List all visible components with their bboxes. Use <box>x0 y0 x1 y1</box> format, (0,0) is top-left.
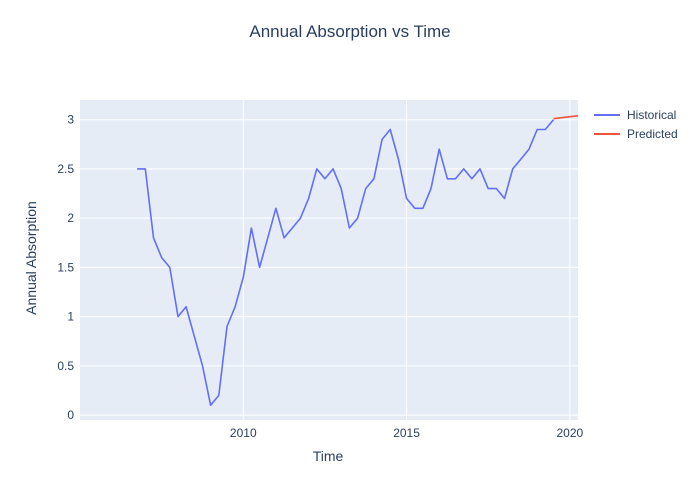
legend-label: Historical <box>627 108 676 122</box>
y-tick-label: 0 <box>67 408 74 422</box>
x-axis-title: Time <box>313 448 344 464</box>
chart-title: Annual Absorption vs Time <box>249 22 450 41</box>
x-tick-label: 2020 <box>556 426 583 440</box>
gridlines <box>80 100 578 420</box>
plot-area <box>80 100 578 420</box>
y-tick-label: 0.5 <box>57 359 74 373</box>
y-tick-label: 1 <box>67 310 74 324</box>
x-axis-ticks: 2010 2015 2020 <box>230 426 584 440</box>
legend-item-historical[interactable]: Historical <box>594 108 676 122</box>
y-axis-ticks: 0 0.5 1 1.5 2 2.5 3 <box>57 113 74 422</box>
x-tick-label: 2015 <box>393 426 420 440</box>
y-tick-label: 2 <box>67 211 74 225</box>
legend[interactable]: Historical Predicted <box>594 108 678 141</box>
x-tick-label: 2010 <box>230 426 257 440</box>
y-tick-label: 3 <box>67 113 74 127</box>
series-line-historical <box>137 119 555 407</box>
series-lines <box>137 115 579 407</box>
series-line-predicted <box>553 115 579 120</box>
legend-item-predicted[interactable]: Predicted <box>594 127 678 141</box>
y-tick-label: 2.5 <box>57 162 74 176</box>
legend-label: Predicted <box>627 127 678 141</box>
y-axis-title: Annual Absorption <box>23 201 39 315</box>
y-tick-label: 1.5 <box>57 260 74 274</box>
